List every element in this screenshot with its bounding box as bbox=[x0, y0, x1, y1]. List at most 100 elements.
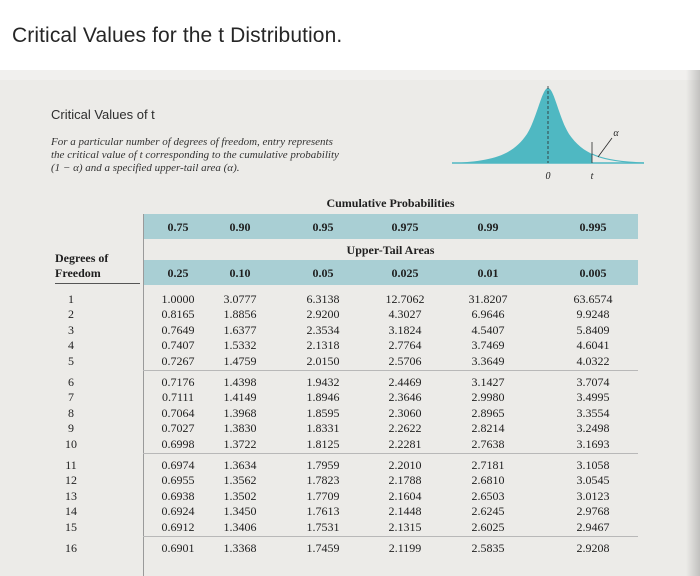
upper-tail-area bbox=[592, 154, 644, 163]
degrees-of-freedom-cell: 10 bbox=[65, 436, 77, 451]
critical-value-cell: 4.3027 bbox=[388, 307, 422, 322]
degrees-of-freedom-cell: 2 bbox=[68, 307, 74, 322]
critical-value-cell: 3.3554 bbox=[576, 405, 610, 420]
critical-value-cell: 63.6574 bbox=[573, 292, 613, 306]
description-line: For a particular number of degrees of fr… bbox=[51, 136, 333, 148]
critical-value-cell: 1.3722 bbox=[223, 436, 257, 451]
critical-value-cell: 0.6938 bbox=[161, 488, 195, 503]
critical-value-cell: 0.7064 bbox=[161, 405, 195, 420]
critical-value-cell: 2.1315 bbox=[388, 519, 422, 534]
upper-tail-area-header: 0.005 bbox=[579, 266, 607, 280]
cumulative-header-bar bbox=[143, 214, 638, 239]
critical-value-cell: 2.1448 bbox=[388, 504, 422, 519]
critical-value-cell: 3.7074 bbox=[576, 375, 610, 389]
critical-value-cell: 1.7613 bbox=[306, 504, 340, 519]
cumulative-probability-header: 0.975 bbox=[391, 220, 419, 234]
degrees-of-freedom-cell: 9 bbox=[68, 421, 74, 436]
critical-value-cell: 9.9248 bbox=[576, 307, 610, 322]
critical-value-cell: 2.4469 bbox=[388, 375, 422, 389]
critical-value-cell: 1.7459 bbox=[306, 541, 340, 555]
critical-value-cell: 3.1824 bbox=[388, 322, 422, 337]
critical-value-cell: 2.6025 bbox=[471, 519, 505, 534]
critical-value-cell: 2.1604 bbox=[388, 488, 422, 503]
critical-value-cell: 1.0000 bbox=[161, 292, 195, 306]
critical-value-cell: 0.6924 bbox=[161, 504, 195, 519]
critical-value-cell: 2.7181 bbox=[471, 458, 505, 472]
critical-value-cell: 1.8595 bbox=[306, 405, 340, 420]
critical-value-cell: 1.7823 bbox=[306, 473, 340, 488]
description-line: (1 − α) and a specified upper-tail area … bbox=[51, 162, 240, 174]
critical-value-cell: 1.3406 bbox=[223, 519, 257, 534]
critical-value-cell: 0.6912 bbox=[161, 519, 195, 534]
critical-value-cell: 1.9432 bbox=[306, 375, 340, 389]
degrees-of-freedom-header: Degrees of Freedom bbox=[55, 251, 108, 281]
critical-value-cell: 1.4149 bbox=[223, 390, 257, 405]
row-group-divider bbox=[143, 453, 638, 454]
degrees-of-freedom-cell: 6 bbox=[68, 375, 74, 389]
description-line: the critical value of t corresponding to… bbox=[51, 149, 339, 161]
critical-value-cell: 2.8214 bbox=[471, 421, 505, 436]
table-description: For a particular number of degrees of fr… bbox=[51, 136, 411, 175]
critical-value-cell: 3.4995 bbox=[576, 390, 610, 405]
critical-value-cell: 1.4398 bbox=[223, 375, 257, 389]
critical-value-cell: 2.1788 bbox=[388, 473, 422, 488]
critical-value-cell: 2.9200 bbox=[306, 307, 340, 322]
critical-value-cell: 0.7649 bbox=[161, 322, 195, 337]
degrees-of-freedom-cell: 3 bbox=[68, 322, 74, 337]
critical-value-cell: 6.9646 bbox=[471, 307, 505, 322]
degrees-of-freedom-cell: 16 bbox=[65, 541, 77, 555]
critical-value-cell: 2.1318 bbox=[306, 338, 340, 353]
critical-value-cell: 1.4759 bbox=[223, 353, 257, 368]
critical-value-cell: 1.3634 bbox=[223, 458, 257, 472]
sheet-heading: Critical Values of t bbox=[51, 107, 155, 122]
degrees-of-freedom-cell: 4 bbox=[68, 338, 74, 353]
curve-area-fill bbox=[452, 88, 644, 163]
critical-value-cell: 0.7176 bbox=[161, 375, 195, 389]
critical-value-cell: 2.8965 bbox=[471, 405, 505, 420]
degrees-of-freedom-cell: 13 bbox=[65, 488, 77, 503]
critical-value-cell: 1.5332 bbox=[223, 338, 257, 353]
critical-value-cell: 1.3502 bbox=[223, 488, 257, 503]
column-divider bbox=[143, 214, 144, 576]
critical-value-cell: 2.9768 bbox=[576, 504, 610, 519]
critical-value-cell: 2.2010 bbox=[388, 458, 422, 472]
upper-tail-area-header: 0.01 bbox=[477, 266, 499, 280]
critical-value-cell: 1.7709 bbox=[306, 488, 340, 503]
critical-value-cell: 2.2281 bbox=[388, 436, 422, 451]
critical-value-cell: 3.1427 bbox=[471, 375, 505, 389]
critical-value-cell: 3.0123 bbox=[576, 488, 610, 503]
cumulative-probability-header: 0.99 bbox=[477, 220, 499, 234]
degrees-of-freedom-cell: 8 bbox=[68, 405, 74, 420]
alpha-label: α bbox=[613, 128, 619, 139]
critical-value-cell: 3.7469 bbox=[471, 338, 505, 353]
degrees-of-freedom-cell: 5 bbox=[68, 353, 74, 368]
critical-value-cell: 3.0777 bbox=[223, 292, 257, 306]
cumulative-probability-header: 0.90 bbox=[229, 220, 251, 234]
critical-value-cell: 2.7638 bbox=[471, 436, 505, 451]
critical-value-cell: 2.7764 bbox=[388, 338, 422, 353]
critical-value-cell: 3.1058 bbox=[576, 458, 610, 472]
cumulative-probabilities-header: Cumulative Probabilities bbox=[326, 196, 455, 210]
t-label: t bbox=[591, 171, 594, 182]
degrees-of-freedom-cell: 11 bbox=[65, 458, 77, 472]
critical-value-cell: 2.0150 bbox=[306, 353, 340, 368]
upper-tail-areas-header: Upper-Tail Areas bbox=[346, 243, 435, 257]
critical-value-cell: 1.3450 bbox=[223, 504, 257, 519]
critical-value-cell: 2.1199 bbox=[388, 541, 422, 555]
critical-value-cell: 3.2498 bbox=[576, 421, 610, 436]
page-title: Critical Values for the t Distribution. bbox=[12, 24, 343, 47]
df-header-line: Freedom bbox=[55, 266, 101, 280]
critical-value-cell: 2.6810 bbox=[471, 473, 505, 488]
upper-tail-area-header: 0.025 bbox=[391, 266, 419, 280]
critical-value-cell: 2.9208 bbox=[576, 541, 610, 555]
critical-value-cell: 31.8207 bbox=[468, 292, 508, 306]
critical-value-cell: 3.0545 bbox=[576, 473, 610, 488]
degrees-of-freedom-cell: 7 bbox=[68, 390, 74, 405]
upper-tail-area-header: 0.05 bbox=[312, 266, 334, 280]
critical-value-cell: 4.0322 bbox=[576, 353, 610, 368]
row-group-divider bbox=[143, 536, 638, 537]
critical-value-cell: 0.7111 bbox=[161, 390, 195, 405]
critical-value-cell: 1.6377 bbox=[223, 322, 257, 337]
critical-value-cell: 2.9980 bbox=[471, 390, 505, 405]
critical-value-cell: 0.6974 bbox=[161, 458, 195, 472]
